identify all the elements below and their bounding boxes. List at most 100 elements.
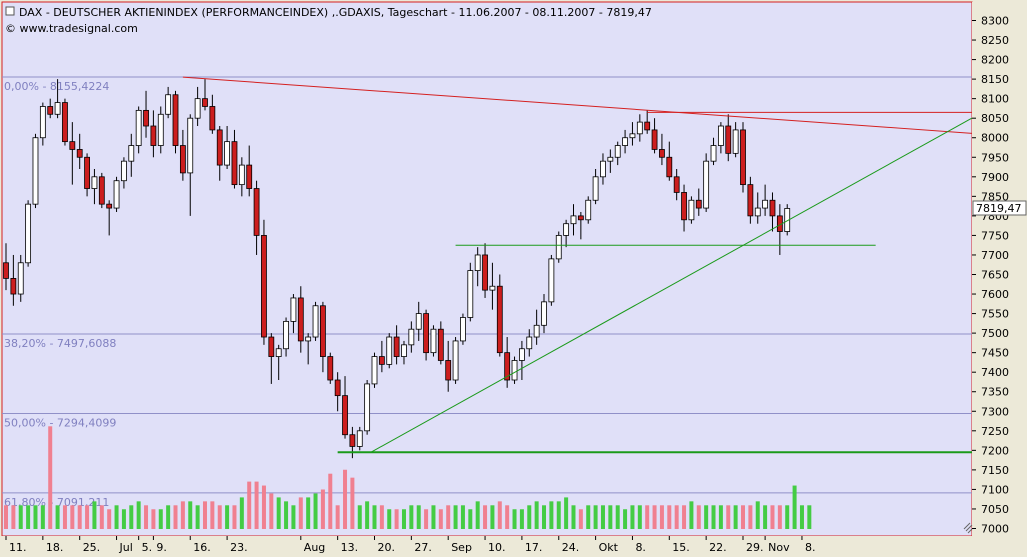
- volume-bar: [785, 505, 790, 529]
- candle-body: [445, 360, 452, 381]
- candle-body: [747, 184, 754, 217]
- volume-bar: [718, 505, 723, 529]
- volume-bar: [77, 505, 82, 529]
- volume-bar: [114, 505, 119, 529]
- candle-body: [202, 98, 208, 107]
- volume-bar: [284, 501, 289, 529]
- candle-body: [570, 215, 577, 225]
- candle-body: [216, 129, 223, 166]
- candle-body: [644, 121, 651, 131]
- volume-bar: [387, 509, 392, 529]
- candle-body: [717, 125, 724, 146]
- candle-body: [290, 297, 297, 322]
- volume-bar: [247, 481, 252, 529]
- volume-bar: [85, 505, 90, 529]
- candle-body: [659, 149, 665, 158]
- last-value-box: [972, 200, 1027, 216]
- volume-bar: [62, 505, 67, 529]
- candle-body: [533, 324, 540, 338]
- volume-bar: [564, 497, 569, 529]
- candle-body: [415, 313, 422, 330]
- candle-body: [740, 129, 746, 186]
- candle-body: [460, 317, 466, 342]
- y-tick-label: 7000: [981, 523, 1009, 536]
- candle-body: [732, 129, 739, 154]
- candle-body: [106, 203, 113, 209]
- volume-bar: [151, 509, 156, 529]
- volume-bar: [645, 505, 650, 529]
- volume-bar: [335, 505, 340, 529]
- volume-bar: [792, 485, 797, 529]
- volume-bar: [328, 473, 333, 529]
- candle-body: [519, 348, 525, 361]
- candle-body: [695, 199, 702, 209]
- volume-bar: [276, 497, 281, 529]
- y-tick-label: 8200: [981, 54, 1009, 67]
- x-axis-panel: [0, 536, 1027, 557]
- trend-line: [182, 76, 973, 134]
- x-tick-label: 27.: [414, 541, 432, 554]
- last-value-label: 7819,47: [976, 202, 1022, 215]
- volume-bar: [55, 505, 60, 529]
- candle-body: [725, 125, 732, 154]
- candle-body: [320, 305, 326, 357]
- volume-bar: [770, 505, 775, 529]
- volume-bar: [92, 501, 97, 529]
- window-icon[interactable]: [5, 6, 15, 16]
- candle-body: [305, 336, 312, 342]
- candle-body: [261, 235, 267, 338]
- candle-body: [91, 176, 98, 189]
- y-tick-label: 7350: [981, 386, 1009, 399]
- candle-body: [69, 141, 76, 150]
- x-tick-label: 18.: [46, 541, 64, 554]
- y-tick-label: 7550: [981, 308, 1009, 321]
- candle-body: [113, 180, 120, 209]
- fib-level-label: 0,00% - 8155,4224: [4, 80, 109, 93]
- trend-line: [370, 117, 973, 453]
- candle-body: [364, 383, 371, 432]
- volume-bar: [416, 505, 421, 529]
- volume-bar: [121, 509, 126, 529]
- candle-body: [703, 160, 710, 209]
- volume-bar: [70, 505, 75, 529]
- x-tick-label: 16.: [193, 541, 211, 554]
- volume-bar: [652, 505, 657, 529]
- candle-body: [157, 113, 164, 146]
- candle-body: [32, 137, 39, 205]
- fib-level-label: 38,20% - 7497,6088: [4, 337, 116, 350]
- volume-bar: [291, 505, 296, 529]
- volume-bar: [158, 509, 163, 529]
- volume-bar: [173, 505, 178, 529]
- fib-level-label: 61,80% - 7091,211: [4, 496, 109, 509]
- resize-grip-icon[interactable]: [963, 522, 973, 534]
- volume-bar: [512, 509, 517, 529]
- candle-body: [474, 254, 481, 271]
- candle-body: [121, 160, 127, 182]
- volume-bar: [637, 505, 642, 529]
- candle-body: [143, 109, 149, 127]
- volume-bar: [630, 505, 635, 529]
- volume-bar: [667, 505, 672, 529]
- candle-body: [10, 278, 17, 295]
- candle-body: [614, 145, 621, 158]
- volume-bar: [586, 505, 591, 529]
- fib-level-label: 50,00% - 7294,4099: [4, 416, 116, 429]
- volume-bar: [202, 501, 207, 529]
- y-tick-label: 7150: [981, 464, 1009, 477]
- volume-bar: [741, 505, 745, 529]
- candle-body: [548, 258, 555, 303]
- volume-bar: [350, 477, 355, 529]
- candle-body: [666, 156, 673, 178]
- volume-bar: [99, 505, 104, 529]
- y-tick-label: 7300: [981, 405, 1009, 418]
- candle-body: [349, 434, 356, 447]
- volume-bar: [799, 505, 804, 529]
- candle-body: [688, 199, 695, 221]
- x-tick-label: 22.: [709, 541, 727, 554]
- volume-bar: [542, 505, 547, 529]
- volume-bar: [107, 509, 112, 529]
- candle-body: [76, 149, 83, 158]
- candle-body: [54, 102, 61, 115]
- volume-bar: [490, 505, 495, 529]
